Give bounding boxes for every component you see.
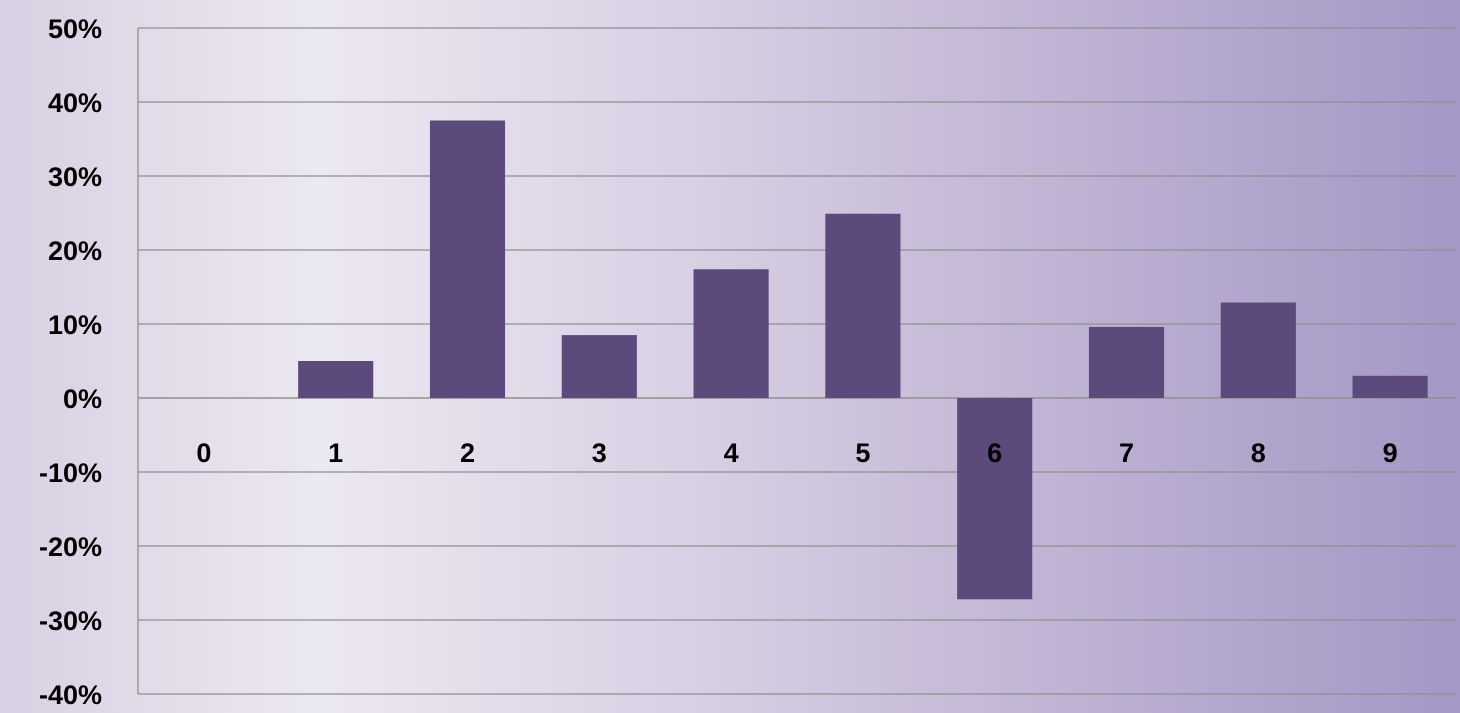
- y-tick-label: 20%: [48, 236, 102, 266]
- bar-8: [1220, 302, 1296, 398]
- x-tick-label: 8: [1251, 438, 1266, 468]
- y-tick-label: -30%: [39, 606, 102, 636]
- x-tick-label: 4: [724, 438, 739, 468]
- x-tick-label: 3: [592, 438, 607, 468]
- x-axis-tick-labels: 0 1 2 3 4 5 6 7 8 9: [196, 438, 1397, 468]
- x-tick-label: 6: [987, 438, 1002, 468]
- x-tick-label: 9: [1383, 438, 1398, 468]
- bar-5: [825, 213, 901, 398]
- x-tick-label: 7: [1119, 438, 1134, 468]
- y-tick-label: -10%: [39, 458, 102, 488]
- y-tick-label: 30%: [48, 162, 102, 192]
- y-tick-label: -40%: [39, 680, 102, 708]
- bars: [298, 120, 1428, 600]
- bar-3: [561, 335, 637, 398]
- y-tick-label: 50%: [48, 14, 102, 44]
- y-tick-label: 0%: [63, 384, 102, 414]
- x-tick-label: 1: [328, 438, 343, 468]
- bar-6: [957, 398, 1033, 600]
- bar-1: [298, 361, 374, 398]
- bar-7: [1088, 326, 1165, 398]
- x-tick-label: 0: [196, 438, 211, 468]
- y-axis-tick-labels: 50% 40% 30% 20% 10% 0% -10% -20% -30% -40%: [39, 14, 102, 710]
- bar-9: [1352, 375, 1428, 398]
- y-tick-label: 40%: [48, 88, 102, 118]
- x-tick-label: 2: [460, 438, 475, 468]
- y-tick-label: -20%: [39, 532, 102, 562]
- bar-2: [429, 120, 506, 398]
- bar-4: [693, 269, 769, 398]
- y-tick-label: 10%: [48, 310, 102, 340]
- x-tick-label: 5: [855, 438, 870, 468]
